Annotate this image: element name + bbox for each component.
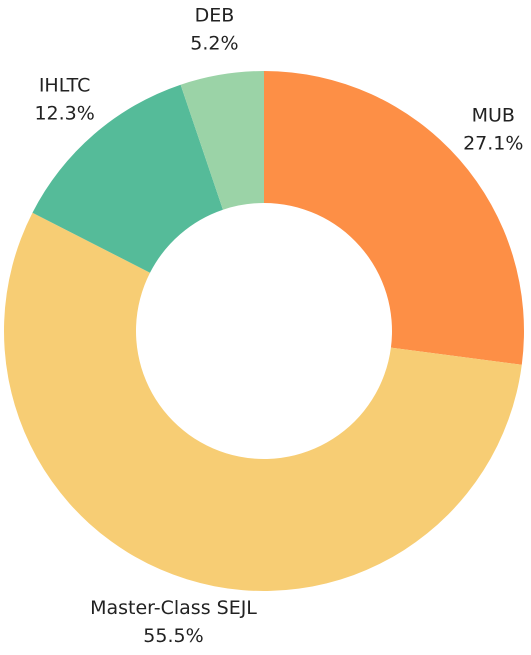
slice-label: IHLTC xyxy=(39,75,91,97)
donut-slice xyxy=(180,71,264,210)
donut-slice xyxy=(3,212,522,592)
slice-value-label: 55.5% xyxy=(143,625,203,647)
slice-value-label: 27.1% xyxy=(463,132,523,154)
slice-label: Master-Class SEJL xyxy=(90,597,257,619)
slice-label: MUB xyxy=(472,104,515,126)
donut-slice xyxy=(264,71,524,365)
donut-slice xyxy=(32,84,223,273)
slice-label: DEB xyxy=(195,5,235,27)
slice-value-label: 12.3% xyxy=(34,103,94,125)
slice-value-label: 5.2% xyxy=(190,33,238,55)
